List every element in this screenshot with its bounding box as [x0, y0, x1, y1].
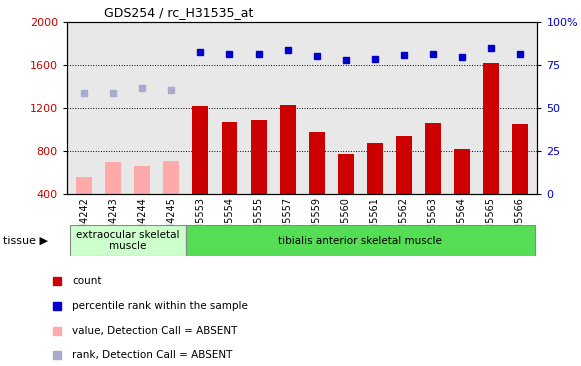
Bar [483, 63, 499, 194]
Bar [221, 122, 238, 194]
Text: GDS254 / rc_H31535_at: GDS254 / rc_H31535_at [105, 6, 254, 19]
Bar [134, 166, 150, 194]
Text: rank, Detection Call = ABSENT: rank, Detection Call = ABSENT [72, 350, 232, 361]
Bar [425, 123, 441, 194]
Text: tissue ▶: tissue ▶ [3, 236, 48, 246]
Bar [367, 143, 383, 194]
Bar [454, 149, 470, 194]
Bar [186, 225, 535, 256]
Text: percentile rank within the sample: percentile rank within the sample [72, 301, 248, 311]
Bar [512, 124, 528, 194]
Bar [105, 162, 121, 194]
Bar [279, 105, 296, 194]
Bar [396, 136, 412, 194]
Bar [250, 120, 267, 194]
Bar [76, 177, 92, 194]
Text: count: count [72, 276, 102, 286]
Bar [338, 154, 354, 194]
Bar [163, 161, 180, 194]
Text: tibialis anterior skeletal muscle: tibialis anterior skeletal muscle [278, 236, 442, 246]
Text: extraocular skeletal
muscle: extraocular skeletal muscle [76, 230, 180, 251]
Bar [309, 132, 325, 194]
Text: value, Detection Call = ABSENT: value, Detection Call = ABSENT [72, 326, 238, 336]
Bar [70, 225, 186, 256]
Bar [192, 106, 209, 194]
